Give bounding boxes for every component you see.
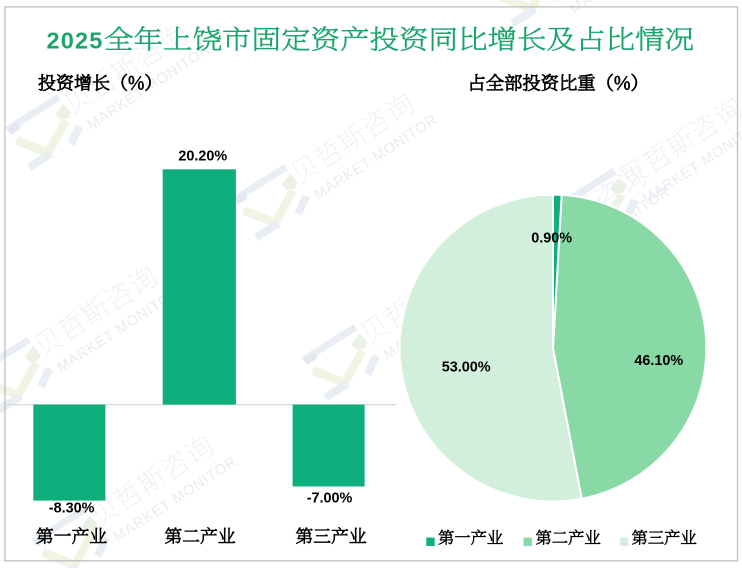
svg-text:0.90%: 0.90% [531,230,572,246]
svg-text:2025: 2025 [47,28,104,54]
svg-text:-7.00%: -7.00% [307,491,353,507]
svg-text:20.20%: 20.20% [178,148,227,164]
svg-text:46.10%: 46.10% [634,353,683,369]
svg-text:53.00%: 53.00% [442,359,491,375]
svg-text:-8.30%: -8.30% [49,500,95,516]
